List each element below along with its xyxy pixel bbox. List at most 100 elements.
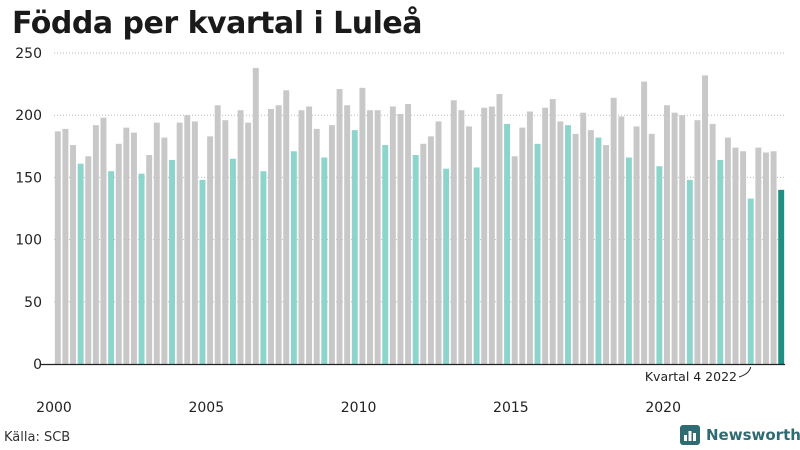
x-tick-label: 2020: [645, 400, 681, 416]
bar-2016-K4: [565, 125, 571, 364]
bar-2004-K2: [184, 115, 191, 364]
bar-2021-K1: [694, 120, 701, 365]
bar-2003-K1: [146, 155, 153, 364]
bar-2022-K3: [740, 151, 747, 364]
bar-2018-K1: [603, 145, 610, 364]
bar-2002-K2: [123, 127, 130, 364]
x-tick-label: 2010: [341, 400, 377, 416]
bar-2012-K1: [420, 143, 427, 364]
bar-2015-K1: [511, 156, 518, 364]
brand-logo: Newsworthy: [680, 425, 800, 445]
bar-2015-K3: [526, 111, 533, 364]
bar-2023-K3: [770, 151, 777, 364]
bar-2020-K4: [686, 179, 693, 364]
y-tick-label: 250: [15, 46, 42, 62]
bar-2012-K2: [427, 136, 434, 364]
bar-2001-K1: [85, 156, 92, 364]
bar-2010-K4: [382, 145, 389, 364]
gridlines: [54, 52, 785, 303]
bar-2009-K4: [351, 130, 358, 364]
bar-2013-K1: [450, 100, 457, 364]
y-tick-label: 150: [15, 170, 42, 186]
bar-2023-K2: [762, 152, 769, 364]
bar-2019-K3: [648, 133, 655, 364]
bar-2004-K3: [191, 121, 198, 364]
bar-2010-K2: [367, 110, 373, 364]
bar-2003-K4: [169, 159, 175, 364]
bar-2019-K4: [656, 166, 663, 364]
bar-2015-K2: [519, 127, 526, 364]
newsworthy-icon: [680, 425, 700, 445]
bars: [54, 67, 785, 365]
bar-2005-K3: [222, 120, 229, 365]
bar-2018-K4: [625, 157, 632, 364]
chart-title: Födda per kvartal i Luleå: [12, 6, 423, 41]
bar-2014-K3: [496, 94, 503, 364]
bar-2011-K1: [389, 106, 396, 364]
bar-2004-K4: [199, 179, 206, 364]
bar-2003-K3: [161, 137, 168, 364]
bar-2023-K4: [778, 189, 785, 364]
bar-2000-K4: [77, 163, 84, 364]
bar-2009-K2: [336, 89, 343, 365]
bar-2020-K1: [664, 105, 670, 365]
bar-2010-K1: [359, 87, 366, 364]
y-tick-label: 0: [33, 357, 42, 373]
x-tick-label: 2000: [36, 400, 72, 416]
bar-2005-K2: [214, 105, 221, 365]
bar-2002-K4: [138, 173, 145, 364]
bar-2017-K1: [572, 133, 579, 364]
bar-2019-K2: [641, 81, 648, 364]
bar-2016-K2: [549, 99, 556, 364]
bar-2011-K4: [412, 155, 419, 364]
bar-2016-K3: [557, 121, 564, 364]
y-axis-ticks: 0 50 100 150 200 250: [15, 46, 42, 373]
bar-2006-K3: [252, 67, 259, 364]
bar-2012-K4: [443, 168, 450, 364]
bar-2014-K2: [488, 106, 495, 364]
bar-2010-K3: [374, 110, 381, 364]
bar-2021-K4: [717, 159, 724, 364]
y-tick-label: 200: [15, 108, 42, 124]
annotation: Kvartal 4 2022: [645, 366, 752, 384]
y-tick-label: 100: [15, 233, 42, 249]
bar-2000-K1: [54, 131, 61, 364]
bar-2007-K4: [290, 151, 297, 364]
bar-2017-K2: [580, 112, 587, 364]
bar-2022-K2: [732, 147, 739, 364]
bar-2021-K3: [709, 123, 716, 365]
bar-2022-K1: [724, 137, 731, 364]
x-tick-label: 2005: [188, 400, 224, 416]
bar-2014-K1: [481, 107, 488, 365]
bar-2001-K3: [100, 117, 107, 364]
y-tick-label: 50: [24, 295, 42, 311]
bar-2007-K1: [268, 108, 274, 364]
bar-2006-K1: [237, 110, 244, 364]
bar-2022-K4: [747, 198, 754, 364]
bar-2013-K3: [466, 126, 472, 364]
bar-2002-K1: [115, 143, 122, 364]
bar-2020-K2: [671, 112, 678, 364]
bar-2001-K4: [108, 171, 115, 364]
bar-2009-K3: [344, 105, 351, 365]
bar-2017-K3: [587, 130, 594, 364]
brand-name: Newsworthy: [706, 426, 800, 444]
bar-2009-K1: [328, 125, 335, 364]
bar-2013-K4: [473, 167, 480, 364]
annotation-arrow: [738, 366, 752, 378]
annotation-label: Kvartal 4 2022: [645, 369, 737, 384]
bar-2011-K2: [397, 113, 404, 365]
bar-2003-K2: [153, 122, 160, 364]
bar-2012-K3: [435, 121, 442, 364]
bar-2014-K4: [504, 123, 511, 365]
bar-2011-K3: [405, 104, 412, 364]
bar-2015-K4: [534, 143, 541, 364]
bar-2018-K2: [610, 97, 617, 364]
bar-2019-K1: [633, 126, 640, 364]
bar-2008-K3: [313, 128, 320, 364]
x-axis-ticks: 2000 2005 2010 2015 2020: [36, 400, 681, 416]
bar-2008-K2: [306, 106, 313, 364]
bar-2020-K3: [679, 115, 686, 364]
bar-2006-K4: [260, 171, 267, 364]
